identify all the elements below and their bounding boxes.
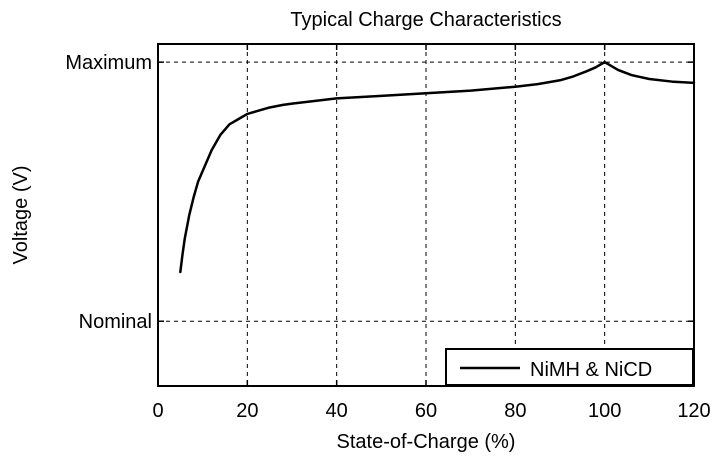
y-axis-label: Voltage (V): [10, 166, 32, 265]
axis-ticks: 0 20 40 60 80 100 120 Nominal Maximum: [65, 44, 711, 422]
legend-entry-label: NiMH & NiCD: [530, 359, 652, 381]
x-tick-label: 0: [152, 400, 163, 422]
x-tick-label: 20: [236, 400, 258, 422]
y-tick-label: Nominal: [79, 311, 152, 333]
x-tick-label: 40: [326, 400, 348, 422]
chart-title: Typical Charge Characteristics: [290, 9, 561, 31]
y-tick-label: Maximum: [65, 52, 152, 74]
series-line-nimh-nicd: [179, 60, 696, 274]
x-tick-label: 120: [677, 400, 710, 422]
x-tick-label: 80: [504, 400, 526, 422]
x-tick-label: 100: [588, 400, 621, 422]
x-axis-label: State-of-Charge (%): [337, 431, 516, 453]
grid-lines: [158, 44, 694, 386]
x-tick-label: 60: [415, 400, 437, 422]
series-lines: [179, 60, 696, 274]
legend: NiMH & NiCD: [445, 348, 694, 386]
